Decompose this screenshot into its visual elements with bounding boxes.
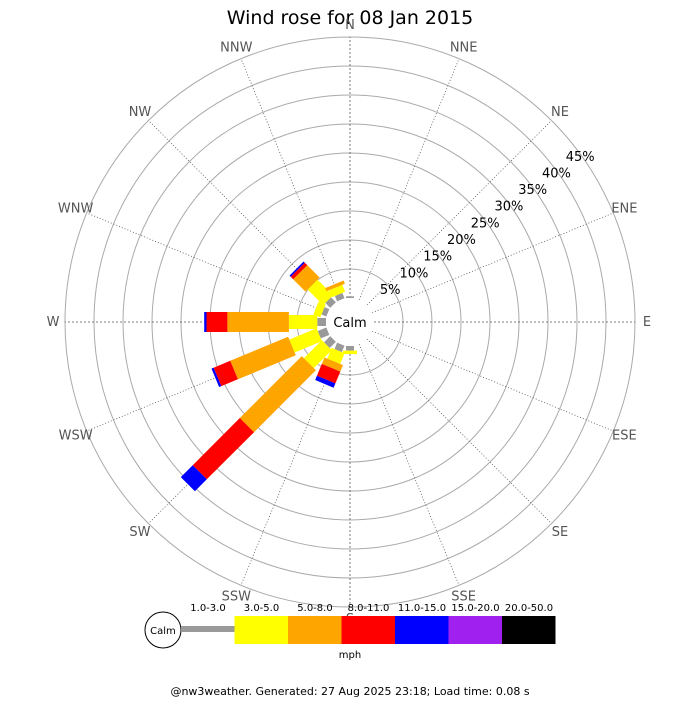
direction-label-ssw: SSW <box>222 589 252 604</box>
bar-wsw-bin-0 <box>317 327 330 339</box>
legend-swatch-bin-5 <box>448 616 502 644</box>
direction-label-wnw: WNW <box>58 201 94 216</box>
direction-spokes <box>65 37 635 607</box>
bar-w-bin-4 <box>204 312 207 332</box>
legend-label-bin-3: 8.0-11.0 <box>348 603 390 614</box>
direction-label-se: SE <box>552 525 568 540</box>
bar-w-bin-3 <box>206 312 228 332</box>
legend-swatch-bin-6 <box>502 616 556 644</box>
legend-label-bin-0: 1.0-3.0 <box>190 603 225 614</box>
direction-label-sw: SW <box>129 525 150 540</box>
legend-swatch-bin-3 <box>341 616 395 644</box>
bar-ssw-bin-3 <box>316 363 341 384</box>
direction-label-n: N <box>345 18 355 33</box>
legend-label-bin-2: 5.0-8.0 <box>297 603 332 614</box>
radial-tick-label: 30% <box>494 200 523 215</box>
bar-wsw-bin-2 <box>230 336 296 380</box>
bar-nw-bin-3 <box>290 262 308 280</box>
direction-label-ne: NE <box>551 105 569 120</box>
radial-tick-label: 45% <box>566 150 595 165</box>
footer-text: @nw3weather. Generated: 27 Aug 2025 23:1… <box>170 685 529 698</box>
wind-bars <box>180 261 357 492</box>
bar-s-bin-0 <box>346 346 354 351</box>
calm-label: Calm <box>333 316 366 331</box>
radial-tick-label: 25% <box>471 216 500 231</box>
bar-wsw-bin-3 <box>213 360 238 387</box>
bar-wnw-bin-1 <box>313 301 326 318</box>
radial-ring <box>122 94 578 550</box>
legend-units: mph <box>339 650 361 661</box>
direction-label-nne: NNE <box>450 41 478 56</box>
bar-n-bin-0 <box>346 296 354 298</box>
chart-title: Wind rose for 08 Jan 2015 <box>227 7 474 29</box>
spoke-se <box>366 338 552 524</box>
speed-legend: Calm 1.0-3.0 3.0-5.0 5.0-8.0 8.0-11.0 11.0-1… <box>144 603 556 661</box>
legend-calm-label: Calm <box>150 626 176 637</box>
legend-swatch-bin-1 <box>234 616 288 644</box>
direction-label-nnw: NNW <box>220 41 252 56</box>
direction-label-sse: SSE <box>451 589 476 604</box>
bar-sw-bin-4 <box>180 465 207 492</box>
direction-label-nw: NW <box>129 105 152 120</box>
bar-wnw-bin-0 <box>321 307 330 317</box>
bar-ssw-bin-4 <box>315 375 336 388</box>
direction-label-ene: ENE <box>611 201 637 216</box>
bar-nw-bin-2 <box>293 265 320 292</box>
bar-nw-bin-0 <box>325 297 336 308</box>
bar-w-bin-0 <box>317 318 326 326</box>
legend-label-bin-1: 3.0-5.0 <box>244 603 279 614</box>
direction-label-ese: ESE <box>612 429 637 444</box>
bar-w-bin-1 <box>288 315 318 329</box>
radial-tick-label: 20% <box>447 233 476 248</box>
calm-circle <box>326 298 374 346</box>
bar-nw-bin-1 <box>307 279 334 306</box>
bar-w-bin-2 <box>227 312 289 332</box>
direction-label-wsw: WSW <box>59 429 93 444</box>
bar-nw-bin-4 <box>289 261 305 277</box>
bar-ssw-bin-1 <box>327 347 345 364</box>
legend-label-bin-5: 15.0-20.0 <box>451 603 499 614</box>
radial-tick-label: 15% <box>423 250 452 265</box>
bar-sw-bin-1 <box>303 340 332 369</box>
bar-nnw-bin-0 <box>334 292 345 302</box>
bar-sw-bin-0 <box>324 336 336 348</box>
bar-wsw-bin-1 <box>289 328 322 353</box>
bar-sw-bin-3 <box>192 418 254 480</box>
radial-tick-label: 35% <box>518 183 547 198</box>
legend-swatch-bin-0 <box>181 626 235 632</box>
legend-label-bin-6: 20.0-50.0 <box>505 603 553 614</box>
bar-s-bin-1 <box>343 350 357 355</box>
radial-tick-labels: 5% 10%15% 20% 25%30% 35% 40%45% <box>380 150 595 298</box>
legend-swatch-bin-2 <box>288 616 342 644</box>
direction-labels: NNNENEENEEESESESSESSSWSWWSWWWNWNWNNW <box>47 18 652 627</box>
calm-circle-group: Calm <box>326 298 374 346</box>
legend-label-bin-4: 11.0-15.0 <box>398 603 446 614</box>
direction-label-w: W <box>47 315 60 330</box>
legend-swatch-bin-4 <box>395 616 449 644</box>
radial-tick-label: 10% <box>399 266 428 281</box>
bar-ssw-bin-2 <box>321 357 343 372</box>
bar-nnw-bin-1 <box>329 284 346 298</box>
bar-nnw-bin-2 <box>325 280 345 292</box>
direction-label-e: E <box>643 315 651 330</box>
bar-wsw-bin-4 <box>211 367 222 387</box>
bar-ssw-bin-0 <box>334 342 345 353</box>
radial-tick-label: 5% <box>380 283 401 298</box>
spoke-ne <box>366 120 552 306</box>
radial-tick-label: 40% <box>542 166 571 181</box>
bar-sw-bin-2 <box>239 356 316 433</box>
